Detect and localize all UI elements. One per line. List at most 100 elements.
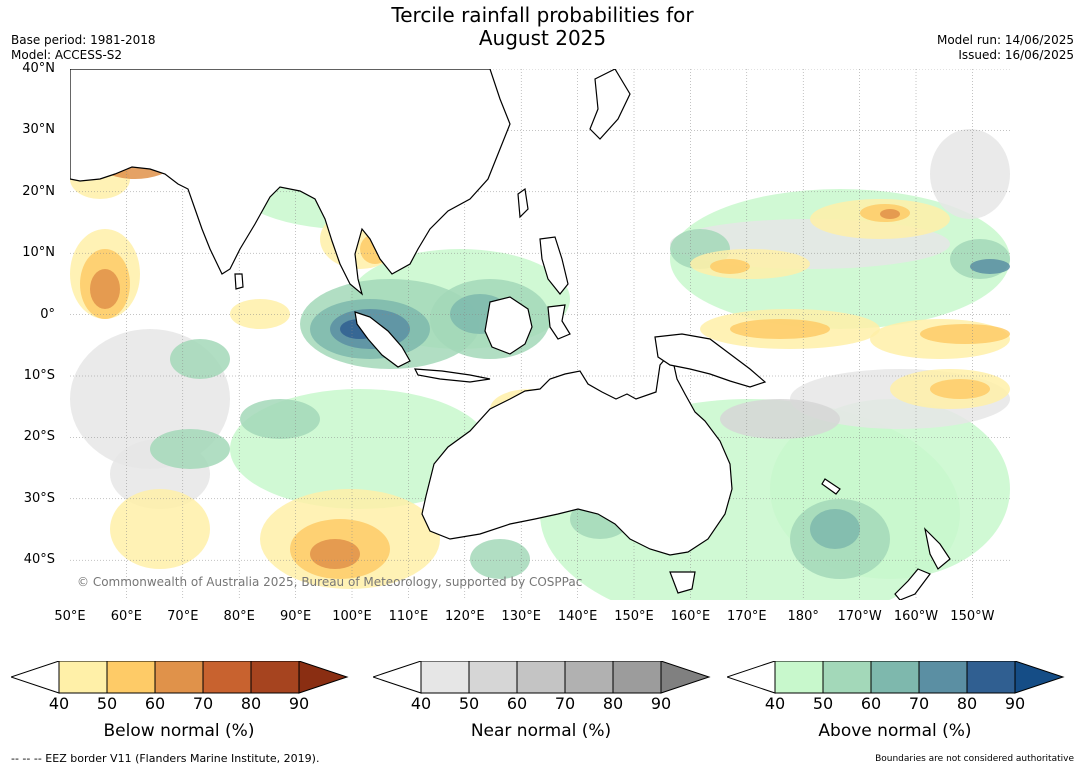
longitude-label: 170°E [727,609,767,624]
philippines [539,236,569,295]
longitude-label: 110°E [388,609,429,624]
new-zealand-south [894,568,931,600]
colorbar-segment [870,661,920,694]
below-normal-region [730,319,830,339]
colorbar-segment [202,661,252,694]
colorbar-max-extension [660,661,711,694]
coastlines [70,69,951,600]
run-info: Model run: 14/06/2025 Issued: 16/06/2025 [937,33,1074,63]
colorbar-segment [250,661,300,694]
colorbar-tick-label: 80 [956,694,978,713]
longitude-label: 170°W [837,609,882,624]
below-normal-colorbar [11,661,349,694]
near-normal-colorbar [373,661,711,694]
tasmania [669,571,696,594]
above-normal-region [950,239,1010,279]
latitude-label: 0° [40,306,55,322]
below-normal-region [920,324,1010,344]
colorbar-tick-label: 60 [860,694,882,713]
longitude-label: 160°E [670,609,711,624]
colorbar-segment [58,661,108,694]
colorbar-tick-label: 90 [650,694,672,713]
below-normal-region [710,259,750,274]
colorbar-tick-label: 40 [764,694,786,713]
colorbar-segment [516,661,566,694]
longitude-label: 150°W [950,609,995,624]
colorbar-tick-label: 90 [288,694,310,713]
colorbar-tick-label: 80 [602,694,624,713]
map-canvas [70,69,1010,600]
taiwan [517,187,529,219]
longitude-label: 180° [787,609,819,624]
colorbar-tick-label: 80 [240,694,262,713]
below-normal-region [310,539,360,569]
latitude-label: 30°S [23,490,55,506]
colorbar-segment [106,661,156,694]
new-guinea [654,333,767,388]
base-period: Base period: 1981-2018 [11,33,156,47]
longitude-label: 60°E [110,609,143,624]
java [413,368,491,383]
longitude-label: 120°E [445,609,485,624]
above-normal-region [240,399,320,439]
above-normal-region [810,509,860,549]
latitude-label: 10°S [23,368,55,383]
colorbar-segment [420,661,470,694]
title-line-1: Tercile rainfall probabilities for [391,3,694,27]
colorbar-segment [774,661,824,694]
title-line-2: August 2025 [478,26,607,50]
below-normal-region [90,269,120,309]
longitude-label: 160°W [893,609,939,624]
colorbar-segment [918,661,968,694]
colorbar-min-extension [373,661,422,694]
colorbar-segment [822,661,872,694]
above-normal-region [970,259,1010,274]
longitude-label: 140°E [557,609,598,624]
colorbar-segment [612,661,662,694]
colorbar-tick-label: 50 [96,694,118,713]
colorbar-tick-label: 70 [192,694,214,713]
colorbar-tick-label: 40 [410,694,432,713]
new-caledonia [821,478,841,495]
latitude-label: 20°N [22,183,55,199]
colorbar-tick-label: 50 [458,694,480,713]
japan [589,69,631,140]
boundary-disclaimer: Boundaries are not considered authoritat… [875,754,1074,764]
longitude-label: 130°E [501,609,541,624]
issued-date: Issued: 16/06/2025 [958,48,1074,62]
colorbar-segment [966,661,1016,694]
above-normal-region [470,539,530,579]
colorbar-max-extension [298,661,349,694]
above-normal-region [150,429,230,469]
sri-lanka [234,273,244,290]
longitude-label: 80°E [223,609,255,624]
sulawesi [547,304,571,340]
colorbar-tick-label: 40 [48,694,70,713]
colorbar-min-extension [727,661,776,694]
colorbar-segment [468,661,518,694]
borneo [484,296,533,355]
colorbar-tick-label: 70 [908,694,930,713]
map-title: Tercile rainfall probabilities for Augus… [0,4,1085,50]
copyright-notice: © Commonwealth of Australia 2025, Bureau… [77,575,583,589]
probability-map[interactable] [70,69,1010,600]
colorbar-tick-label: 90 [1004,694,1026,713]
colorbar-min-extension [11,661,60,694]
colorbar-title: Below normal (%) [103,721,255,741]
new-zealand-north [924,527,951,570]
colorbar-title: Above normal (%) [818,721,972,741]
colorbar-tick-label: 70 [554,694,576,713]
below-normal-region [230,299,290,329]
below-normal-region [690,249,810,279]
near-normal-region [930,129,1010,219]
near-normal-region [720,399,840,439]
longitude-label: 50°E [54,609,86,624]
colorbar-tick-label: 60 [144,694,166,713]
model-run: Model run: 14/06/2025 [936,33,1074,47]
asia-mainland [70,69,511,296]
longitude-label: 70°E [167,609,199,624]
longitude-label: 100°E [332,609,372,624]
colorbar-segment [564,661,614,694]
longitude-label: 150°E [614,609,654,624]
sumatra [354,311,411,368]
